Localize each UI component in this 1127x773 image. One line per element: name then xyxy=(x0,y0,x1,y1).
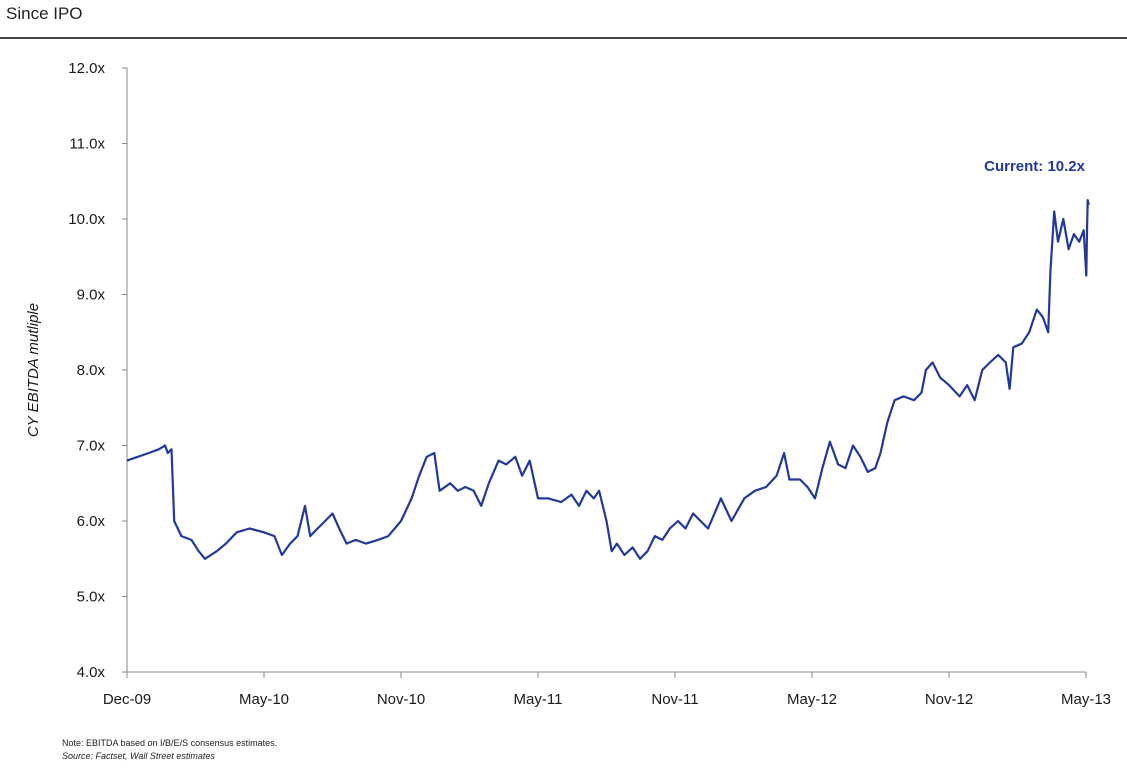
y-axis: 4.0x 5.0x 6.0x 7.0x 8.0x 9.0x 10.0x 11.0x 12.0x xyxy=(68,60,127,681)
series-line xyxy=(127,200,1090,559)
x-tick-label: May-13 xyxy=(1061,691,1111,708)
y-tick-label: 9.0x xyxy=(77,287,106,304)
source-line: Source: Factset, Wall Street estimates xyxy=(62,750,277,763)
x-tick-label: Nov-10 xyxy=(377,691,425,708)
y-tick-label: 5.0x xyxy=(77,589,106,606)
y-tick-label: 4.0x xyxy=(77,664,106,681)
chart-notes: Note: EBITDA based on I/B/E/S consensus … xyxy=(62,737,277,763)
line-chart: 4.0x5.0x6.0x7.0x8.0x9.0x10.0x11.0x12.0x … xyxy=(0,0,1127,735)
x-tick-label: May-11 xyxy=(514,691,563,708)
y-axis-title: CY EBITDA mutliple xyxy=(25,303,42,437)
y-tick-label: 12.0x xyxy=(68,60,105,77)
source-text: Factset, Wall Street estimates xyxy=(93,751,215,761)
y-tick-label: 10.0x xyxy=(68,211,105,228)
x-tick-label: Dec-09 xyxy=(103,691,151,708)
y-tick-label: 7.0x xyxy=(77,438,106,455)
source-label: Source: xyxy=(62,751,93,761)
x-axis: Dec-09 May-10 Nov-10 May-11 Nov-11 May-12 Nov-… xyxy=(103,672,1111,708)
current-value-annotation: Current: 10.2x xyxy=(984,158,1086,175)
note-text: Note: EBITDA based on I/B/E/S consensus … xyxy=(62,737,277,750)
x-tick-label: May-12 xyxy=(787,691,837,708)
x-tick-label: May-10 xyxy=(239,691,289,708)
x-tick-label: Nov-11 xyxy=(651,691,698,708)
y-tick-label: 8.0x xyxy=(77,362,106,379)
y-tick-label: 11.0x xyxy=(69,136,105,153)
y-tick-label: 6.0x xyxy=(77,513,106,530)
x-tick-label: Nov-12 xyxy=(925,691,973,708)
